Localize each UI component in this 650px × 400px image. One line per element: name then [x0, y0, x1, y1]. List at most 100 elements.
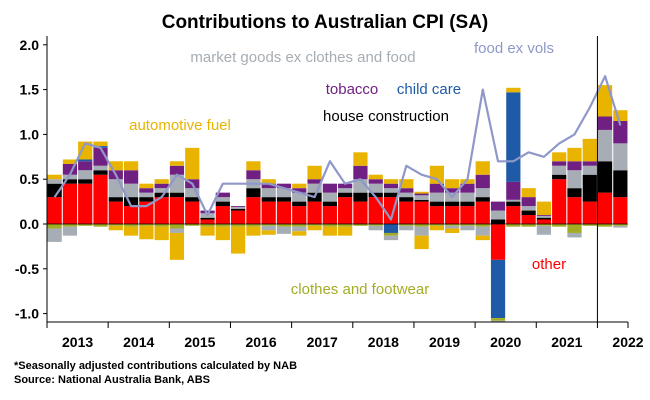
- bar-layer: [47, 85, 628, 322]
- bar-other: [276, 201, 292, 224]
- bar-tob: [567, 161, 582, 171]
- bar-other: [200, 219, 215, 224]
- bar-other: [215, 206, 230, 224]
- y-tick-label: 1.0: [20, 126, 40, 142]
- bar-fuel: [567, 147, 582, 162]
- bar-mg: [399, 192, 414, 198]
- bar-tob: [338, 183, 353, 189]
- bar-mg: [429, 192, 444, 202]
- bar-mg-negative: [613, 225, 628, 228]
- bar-mg: [475, 188, 490, 198]
- bar-mg: [521, 206, 536, 211]
- bar-mg-negative: [536, 225, 552, 235]
- bar-cloth-negative: [475, 224, 490, 227]
- bar-cloth-negative: [567, 224, 582, 233]
- bar-fuel: [154, 179, 169, 184]
- bar-tob: [276, 183, 292, 189]
- annotation-label: other: [532, 256, 566, 273]
- food-ex-vols-line: [53, 75, 622, 221]
- bar-mg: [414, 195, 429, 200]
- bar-fuel: [597, 85, 613, 117]
- bar-tob: [353, 165, 368, 180]
- bar-tob: [169, 165, 185, 175]
- bar-tob: [597, 116, 613, 130]
- bar-mg-negative: [169, 228, 185, 233]
- bar-mg-negative: [47, 228, 62, 242]
- bar-other: [338, 197, 353, 224]
- bar-house: [460, 201, 475, 207]
- bar-mg: [185, 188, 200, 198]
- bar-other: [475, 201, 490, 224]
- bar-tob: [200, 210, 215, 214]
- x-tick-label: 2017: [307, 334, 338, 350]
- bar-mg: [62, 174, 78, 180]
- bar-mg-negative: [460, 225, 475, 231]
- bar-house: [123, 197, 139, 207]
- bar-mg: [597, 129, 613, 162]
- bar-tob: [154, 183, 169, 189]
- bar-cloth-negative: [552, 224, 567, 227]
- bar-mg: [231, 206, 246, 209]
- x-tick-label: 2013: [62, 334, 93, 350]
- bar-tob: [521, 197, 536, 207]
- annotation-label: tobacco: [326, 81, 379, 98]
- bar-other: [123, 206, 139, 224]
- bar-house: [338, 192, 353, 198]
- bar-cloth-negative: [47, 224, 62, 229]
- bar-fuel: [292, 183, 307, 189]
- bar-cloth-negative: [292, 224, 307, 227]
- bar-fuel: [460, 179, 475, 184]
- bar-fuel: [261, 179, 276, 184]
- bar-fuel: [582, 138, 597, 162]
- bar-fuel-negative: [139, 225, 154, 240]
- bar-house: [276, 197, 292, 202]
- bar-mg: [490, 210, 506, 220]
- bar-mg: [123, 183, 139, 198]
- bar-tob: [460, 183, 475, 193]
- bar-mg: [460, 192, 475, 202]
- bar-cloth-negative: [414, 224, 429, 227]
- bar-mg: [383, 188, 399, 193]
- bar-other: [567, 197, 582, 224]
- bar-mg-negative: [567, 232, 582, 238]
- bar-house: [521, 210, 536, 216]
- bar-mg: [215, 197, 230, 202]
- annotation-label: clothes and footwear: [291, 281, 429, 298]
- bar-other: [185, 201, 200, 224]
- bar-tob: [445, 188, 460, 193]
- bar-cc-negative: [383, 224, 399, 233]
- bar-tob: [231, 206, 246, 207]
- bar-mg: [307, 183, 322, 193]
- bar-fuel: [246, 161, 261, 171]
- bar-mg: [613, 143, 628, 171]
- x-tick-label: 2019: [429, 334, 460, 350]
- bar-fuel-negative: [322, 226, 337, 236]
- bar-house: [322, 201, 337, 207]
- chart-title: Contributions to Australian CPI (SA): [162, 12, 489, 33]
- y-tick-label: 0.0: [20, 216, 40, 232]
- x-tick-label: 2021: [551, 334, 582, 350]
- bar-fuel: [536, 201, 552, 216]
- bar-cloth-negative: [338, 224, 353, 227]
- bar-cloth-negative: [108, 224, 123, 226]
- bar-fuel: [307, 165, 322, 180]
- bar-cloth-negative: [62, 224, 78, 227]
- bar-house: [200, 217, 215, 220]
- bar-cloth-negative: [536, 224, 552, 226]
- x-tick-label: 2022: [612, 334, 643, 350]
- bar-fuel-negative: [429, 225, 444, 231]
- annotation-label: food ex vols: [474, 40, 554, 57]
- bar-mg: [368, 183, 383, 193]
- bar-cloth-negative: [93, 224, 108, 227]
- y-tick-label: 0.5: [20, 171, 40, 187]
- bar-cloth-negative: [613, 224, 628, 226]
- bar-mg: [567, 170, 582, 189]
- bar-other: [261, 201, 276, 224]
- bar-mg-negative: [292, 226, 307, 232]
- bar-tob: [613, 120, 628, 144]
- bar-cloth-negative: [139, 224, 154, 226]
- y-tick-label: 1.5: [20, 82, 40, 98]
- bar-fuel-negative: [108, 225, 123, 231]
- bar-tob: [62, 163, 78, 175]
